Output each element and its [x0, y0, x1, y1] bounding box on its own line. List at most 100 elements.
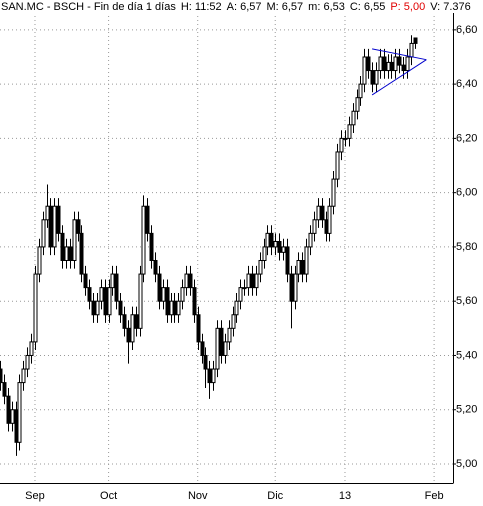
candle-body	[56, 205, 61, 234]
header-field: A: 6,57	[227, 1, 262, 13]
candle-body	[145, 205, 150, 234]
candle-body	[122, 314, 127, 329]
candle-body	[285, 246, 290, 275]
candle-body	[234, 300, 239, 316]
candle-body	[29, 341, 34, 356]
candle-body	[366, 56, 371, 72]
x-tick-label: Dic	[267, 490, 283, 502]
candle-body	[265, 232, 270, 248]
candle-body	[254, 273, 259, 289]
candle-body	[130, 314, 135, 343]
candle-body	[91, 300, 96, 316]
candle-body	[87, 287, 92, 302]
candle-body	[374, 70, 379, 85]
y-tick-label: 5,00	[456, 458, 477, 470]
candle-body	[60, 232, 65, 261]
candle-body	[138, 273, 143, 329]
candle-body	[83, 273, 88, 289]
candle-body	[203, 354, 208, 370]
candle-body	[358, 83, 363, 99]
candle-body	[33, 273, 38, 343]
x-tick-label: Oct	[100, 490, 117, 502]
candle-body	[103, 287, 108, 316]
candle-body	[0, 368, 3, 384]
candle-body	[126, 327, 131, 343]
x-tick-label: Feb	[425, 490, 444, 502]
candle-body	[134, 314, 139, 329]
y-tick-label: 5,80	[456, 241, 477, 253]
candle-body	[242, 287, 247, 290]
candle-body	[382, 56, 387, 72]
candle-body	[273, 241, 278, 248]
candle-body	[176, 300, 181, 316]
candle-body	[95, 300, 100, 316]
candle-body	[184, 273, 189, 289]
header-field: m: 6,53	[308, 1, 345, 13]
candle-body	[188, 273, 193, 289]
candle-body	[370, 70, 375, 85]
candle-body	[192, 287, 197, 316]
y-tick-label: 5,60	[456, 295, 477, 307]
header-field: P: 5,00	[390, 1, 425, 13]
candle-body	[289, 273, 294, 302]
y-tick-label: 5,20	[456, 404, 477, 416]
candle-body	[79, 232, 84, 275]
candle-body	[405, 56, 410, 72]
candle-body	[114, 273, 119, 302]
candle-body	[413, 37, 418, 44]
candle-body	[219, 327, 224, 356]
trendline	[371, 59, 427, 96]
candle-body	[335, 151, 340, 180]
candle-body	[316, 205, 321, 221]
candle-body	[64, 246, 69, 261]
candle-body	[262, 246, 267, 261]
candle-body	[293, 273, 298, 302]
candle-body	[110, 273, 115, 289]
trendline	[372, 48, 427, 61]
candle-body	[10, 409, 15, 424]
candle-body	[41, 219, 46, 248]
candle-body	[401, 64, 406, 72]
header-field: M: 6,57	[266, 1, 303, 13]
candle-body	[327, 205, 332, 234]
candle-body	[389, 61, 394, 72]
y-tick-label: 6,20	[456, 132, 477, 144]
candle-body	[52, 205, 57, 248]
candle-body	[351, 110, 356, 126]
candle-body	[157, 273, 162, 302]
header-field: C: 6,55	[350, 1, 385, 13]
candle-body	[196, 314, 201, 343]
candle-body	[165, 287, 170, 316]
candle-body	[246, 273, 251, 289]
candle-body	[118, 300, 123, 316]
y-tick-label: 6,40	[456, 78, 477, 90]
candle-body	[277, 241, 282, 253]
candle-body	[308, 232, 313, 248]
candle-body	[211, 368, 216, 384]
candle-body	[76, 219, 81, 234]
candle-body	[231, 314, 236, 329]
candle-body	[238, 287, 243, 302]
candle-body	[17, 382, 22, 443]
candle-body	[347, 124, 352, 139]
candle-body	[107, 287, 112, 316]
candle-body	[37, 246, 42, 275]
candle-body	[343, 137, 348, 140]
candle-body	[200, 341, 205, 356]
candle-body	[141, 205, 146, 275]
x-tick-label: Nov	[188, 490, 208, 502]
y-tick-label: 6,00	[456, 187, 477, 199]
candle-body	[258, 259, 263, 275]
candle-body	[312, 219, 317, 234]
x-tick-label: 13	[339, 490, 351, 502]
candle-body	[296, 259, 301, 275]
candle-body	[378, 56, 383, 72]
candle-body	[320, 205, 325, 221]
header-bg	[0, 0, 483, 13]
candle-body	[269, 232, 274, 248]
candle-body	[331, 178, 336, 207]
candle-body	[25, 354, 30, 370]
candle-body	[2, 382, 7, 397]
candle-body	[215, 327, 220, 370]
header: SAN.MC - BSCH - Fin de día 1 días H: 11:5…	[1, 1, 471, 13]
